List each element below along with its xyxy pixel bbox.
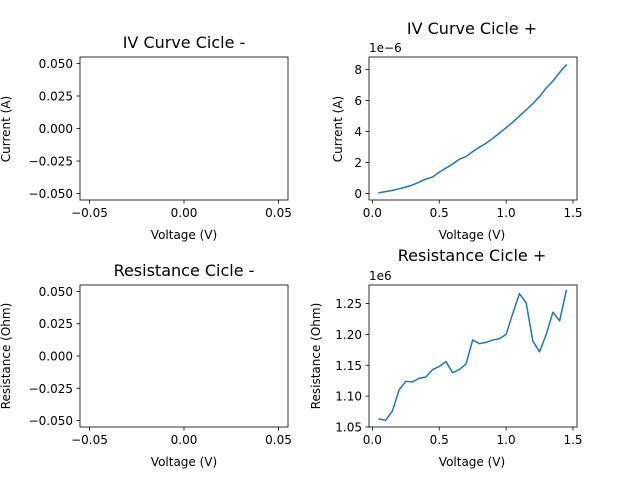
y-tick-label: 4 xyxy=(354,125,362,139)
y-axis-label: Current (A) xyxy=(331,96,345,162)
y-tick-label: 1.10 xyxy=(335,390,362,404)
chart-title: IV Curve Cicle + xyxy=(407,19,537,38)
y-tick-label: −0.025 xyxy=(29,155,73,169)
offset-text: 1e−6 xyxy=(369,41,402,55)
x-tick-label: 0.5 xyxy=(430,206,449,220)
x-tick-label: 0.00 xyxy=(171,206,198,220)
x-tick-label: 0.05 xyxy=(265,206,292,220)
x-tick-label: 0.0 xyxy=(363,206,382,220)
y-tick-label: 8 xyxy=(354,63,362,77)
y-tick-label: −0.025 xyxy=(29,382,73,396)
x-axis-label: Voltage (V) xyxy=(439,455,505,469)
x-tick-label: 1.0 xyxy=(497,206,516,220)
plot-area xyxy=(368,284,578,428)
y-tick-label: 6 xyxy=(354,94,362,108)
x-ticks: −0.05 0.00 0.05 xyxy=(71,200,292,220)
x-tick-label: 0.00 xyxy=(171,433,198,447)
series-line xyxy=(378,289,568,421)
y-tick-label: −0.050 xyxy=(29,414,73,428)
x-tick-label: 1.0 xyxy=(497,433,516,447)
y-tick-label: 2 xyxy=(354,156,362,170)
x-axis-label: Voltage (V) xyxy=(439,228,505,242)
plot-area xyxy=(368,56,578,201)
subplot-iv-plus: 0.0 0.5 1.0 1.5 0 2 4 6 8 IV Curve Cicle + Volt… xyxy=(331,19,583,242)
subplot-resistance-plus: 0.0 0.5 1.0 1.5 1.05 1.10 1.15 1.20 1.25 Resist… xyxy=(309,246,583,469)
y-tick-label: 1.20 xyxy=(335,328,362,342)
y-axis-label: Resistance (Ohm) xyxy=(0,303,13,410)
y-ticks: 0 2 4 6 8 xyxy=(354,63,369,201)
x-ticks: −0.05 0.00 0.05 xyxy=(71,427,292,447)
x-ticks: 0.0 0.5 1.0 1.5 xyxy=(363,200,583,220)
y-ticks: −0.050 −0.025 0.000 0.025 0.050 xyxy=(29,285,80,428)
y-tick-label: 1.25 xyxy=(335,297,362,311)
x-tick-label: 0.05 xyxy=(265,433,292,447)
y-axis-label: Resistance (Ohm) xyxy=(309,303,323,410)
subplot-resistance-minus: −0.05 0.00 0.05 −0.050 −0.025 0.000 0.025 0.05… xyxy=(0,261,292,469)
x-tick-label: 0.0 xyxy=(363,433,382,447)
y-ticks: 1.05 1.10 1.15 1.20 1.25 xyxy=(335,297,369,435)
x-ticks: 0.0 0.5 1.0 1.5 xyxy=(363,427,583,447)
y-tick-label: 0.000 xyxy=(39,350,73,364)
axes-frame xyxy=(368,284,578,428)
subplot-iv-minus: −0.05 0.00 0.05 −0.050 −0.025 0.000 0.025 0.05… xyxy=(0,33,292,242)
x-tick-label: 1.5 xyxy=(563,206,582,220)
axes-frame xyxy=(368,56,578,201)
x-tick-label: 1.5 xyxy=(563,433,582,447)
y-tick-label: 0.025 xyxy=(39,90,73,104)
chart-title: Resistance Cicle + xyxy=(398,246,547,265)
series-line xyxy=(378,64,568,194)
x-axis-label: Voltage (V) xyxy=(151,455,217,469)
y-tick-label: 0.050 xyxy=(39,285,73,299)
y-tick-label: 1.15 xyxy=(335,359,362,373)
x-tick-label: 0.5 xyxy=(430,433,449,447)
x-tick-label: −0.05 xyxy=(71,433,108,447)
y-tick-label: 0.025 xyxy=(39,317,73,331)
y-ticks: −0.050 −0.025 0.000 0.025 0.050 xyxy=(29,57,80,201)
y-axis-label: Current (A) xyxy=(0,96,13,162)
chart-title: IV Curve Cicle - xyxy=(123,33,246,52)
offset-text: 1e6 xyxy=(369,269,392,283)
x-axis-label: Voltage (V) xyxy=(151,228,217,242)
y-tick-label: −0.050 xyxy=(29,187,73,201)
x-tick-label: −0.05 xyxy=(71,206,108,220)
y-tick-label: 1.05 xyxy=(335,421,362,435)
chart-title: Resistance Cicle - xyxy=(114,261,255,280)
y-tick-label: 0.000 xyxy=(39,122,73,136)
y-tick-label: 0 xyxy=(354,187,362,201)
y-tick-label: 0.050 xyxy=(39,57,73,71)
